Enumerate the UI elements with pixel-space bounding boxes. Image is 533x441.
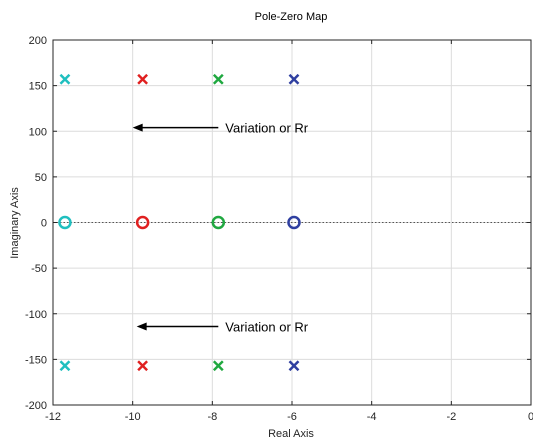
x-axis-label: Real Axis xyxy=(268,428,314,440)
pole-marker xyxy=(288,73,300,85)
pole-marker xyxy=(137,73,149,85)
pole-stroke xyxy=(212,73,224,85)
annotation-arrowhead xyxy=(132,123,143,132)
pole-marker xyxy=(212,73,224,85)
data-marks xyxy=(58,73,301,372)
zero-marker xyxy=(287,215,301,230)
x-tick-label: 0 xyxy=(528,411,533,423)
y-tick-label: -100 xyxy=(25,309,47,321)
annotation-label: Variation or Rr xyxy=(225,320,309,335)
grid xyxy=(53,40,531,405)
y-tick-label: -50 xyxy=(31,263,47,275)
pole-marker xyxy=(59,73,71,85)
x-tick-label: -2 xyxy=(446,411,456,423)
annotation-arrowhead xyxy=(136,322,147,331)
x-tick-label: -4 xyxy=(367,411,377,423)
pole-marker xyxy=(59,360,71,372)
y-tick-label: 200 xyxy=(29,35,47,47)
annotations: Variation or Rr Variation or Rr xyxy=(132,121,309,335)
zero-marker xyxy=(211,215,226,230)
axes: -12 -10 -8 -6 -4 -2 0 -200 -150 -100 -50 0 50 100 150 2… xyxy=(25,35,533,423)
x-tick-label: -10 xyxy=(125,411,141,423)
zero-marker xyxy=(135,215,150,230)
pole-stroke xyxy=(288,73,300,85)
pole-stroke xyxy=(288,360,300,372)
y-tick-label: 50 xyxy=(35,172,47,184)
pole-marker xyxy=(212,360,224,372)
x-tick-label: -6 xyxy=(287,411,297,423)
pole-stroke xyxy=(137,73,149,85)
y-tick-label: 100 xyxy=(29,126,47,138)
annotation-label: Variation or Rr xyxy=(225,121,309,136)
chart-title: Pole-Zero Map xyxy=(255,11,328,23)
pole-stroke xyxy=(59,73,71,85)
pole-stroke xyxy=(212,360,224,372)
x-tick-label: -12 xyxy=(45,411,61,423)
y-tick-label: 0 xyxy=(41,218,47,230)
pole-stroke xyxy=(59,360,71,372)
y-tick-label: 150 xyxy=(29,81,47,93)
y-axis-label: Imaginary Axis xyxy=(9,187,21,259)
pole-marker xyxy=(137,360,149,372)
zero-marker xyxy=(58,215,72,230)
pole-stroke xyxy=(137,360,149,372)
y-tick-label: -150 xyxy=(25,354,47,366)
pole-marker xyxy=(288,360,300,372)
y-tick-label: -200 xyxy=(25,400,47,412)
x-tick-label: -8 xyxy=(207,411,217,423)
